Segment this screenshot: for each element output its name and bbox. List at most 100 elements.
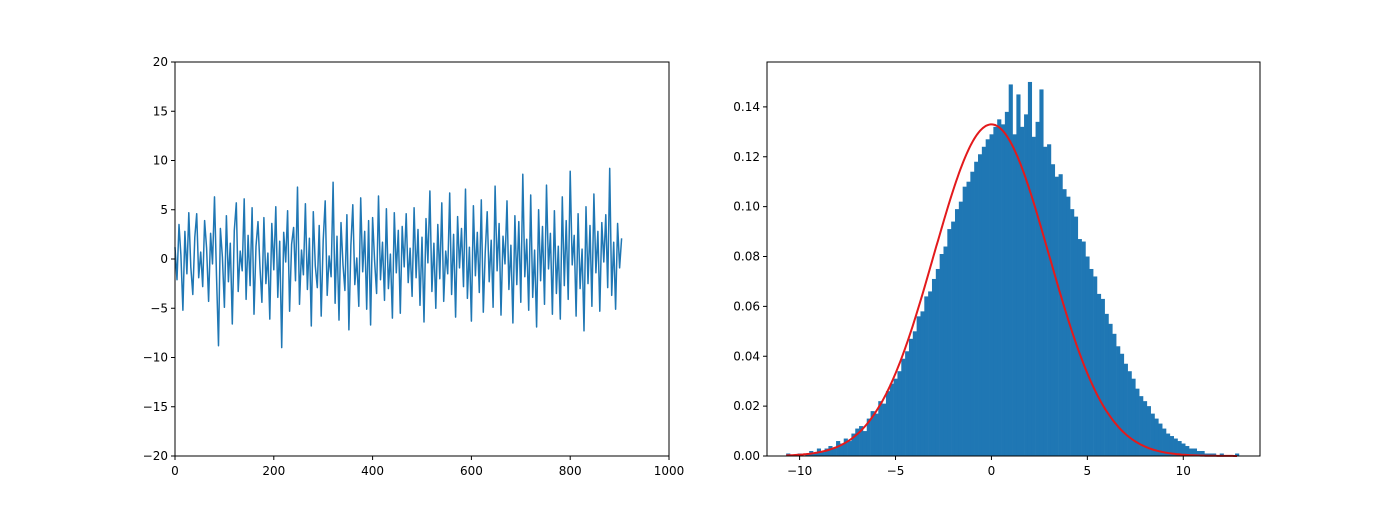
histogram-bar [836,441,841,456]
histogram-y-tick-label: 0.04 [733,349,760,363]
histogram-bar [989,134,994,456]
histogram-bar [951,221,956,456]
histogram-bar [997,119,1002,456]
histogram-chart: −10 −5 0 5 10 0.000.020.040.060.080.100.120.… [733,61,1261,478]
histogram-bar [939,254,944,456]
histogram-bar [912,331,917,456]
histogram-bar [866,418,871,456]
histogram-bar [1047,144,1052,457]
histogram-bar [1181,443,1186,456]
histogram-bar [1016,94,1021,457]
histogram-bar [1024,114,1029,457]
histogram-bar [1235,453,1240,456]
time-series-x-tick-label: 400 [361,464,384,478]
histogram-bar [908,338,914,456]
time-series-plot-area [174,167,623,349]
histogram-bar [1073,216,1079,456]
histogram-bar [1066,196,1071,456]
time-series-y-tick-label: 15 [153,104,168,118]
time-series-x-tick-label: 600 [460,464,483,478]
time-series-x-tick-label: 800 [559,464,582,478]
histogram-bar [1177,441,1182,456]
histogram-bar [1081,241,1086,456]
histogram-y-tick-label: 0.14 [733,100,760,114]
time-series-y-tick-label: −5 [150,301,168,315]
histogram-bar [978,154,983,456]
histogram-bar [1027,81,1033,456]
histogram-bar [943,246,948,456]
histogram-bar [882,403,887,456]
histogram-bar [1050,164,1056,457]
histogram-bar [824,448,829,456]
histogram-bar [1131,378,1136,456]
histogram-bar [820,451,825,456]
histogram-bar [870,411,875,456]
histogram-bar [1035,121,1040,456]
histogram-bar [966,181,971,456]
histogram-bar [947,229,952,456]
histogram-bar [1142,401,1148,456]
histogram-bar [1196,451,1201,456]
time-series-y-tick-label: −20 [143,449,168,463]
histogram-x-tick-label: 10 [1176,464,1191,478]
histogram-bar [1020,126,1025,456]
histogram-bar [905,351,910,456]
time-series-x-axis: 0 200 400 600 800 1000 [171,456,684,478]
histogram-bar [1108,323,1113,456]
histogram-bar [1093,276,1098,456]
histogram-bar [1031,136,1036,456]
histogram-y-tick-label: 0.08 [733,250,760,264]
normal-fit-curve [786,123,1237,457]
histogram-bar [1146,406,1151,456]
histogram-bar [1123,363,1128,456]
histogram-bar [832,448,837,456]
histogram-bar [889,383,894,456]
histogram-bar [1162,428,1167,456]
histogram-bar [1008,84,1013,456]
histogram-bar [1112,333,1117,456]
histogram-bar [958,201,963,456]
histogram-bar [962,186,967,456]
histogram-bar [1119,353,1125,456]
histogram-bar [893,378,898,456]
histogram-x-tick-label: −10 [787,464,812,478]
histogram-bar [1116,346,1121,456]
histogram-bar [954,209,960,456]
histogram-bar [1085,256,1090,456]
histogram-y-tick-label: 0.12 [733,150,760,164]
histogram-bar [920,311,925,456]
histogram-x-tick-label: 0 [988,464,996,478]
histogram-bar [897,371,902,456]
histogram-x-tick-label: −5 [887,464,905,478]
histogram-bar [1192,448,1197,456]
histogram-bar [1154,418,1159,456]
time-series-y-tick-label: 20 [153,55,168,69]
time-series-chart: 0 200 400 600 800 1000 −20 −15 −10 −5 0 5 10 15 20 [143,55,685,478]
histogram-bar [813,453,818,456]
time-series-x-tick-label: 0 [171,464,179,478]
histogram-bar [874,413,879,456]
time-series-x-tick-label: 200 [262,464,285,478]
histogram-bar [1089,268,1094,456]
histogram-bar [847,441,852,456]
histogram-bar [828,446,833,456]
histogram-bar [1212,453,1217,456]
histogram-bar [1001,124,1006,456]
histogram-bar [1077,239,1082,456]
histogram-bar [993,126,998,456]
histogram-bar [1219,453,1224,456]
histogram-bar [1150,413,1155,456]
histogram-bar [885,391,891,456]
histogram-bar [1127,371,1132,456]
histogram-bar [1185,446,1190,456]
histogram-bar [1189,448,1194,456]
histogram-bar [935,268,940,456]
histogram-bar [1173,438,1178,456]
time-series-y-tick-label: −15 [143,400,168,414]
histogram-y-tick-label: 0.10 [733,200,760,214]
histogram-bar [970,171,975,456]
histogram-bar [1200,451,1205,456]
histogram-y-tick-label: 0.00 [733,449,760,463]
time-series-y-tick-label: −10 [143,351,168,365]
histogram-bar [1139,396,1144,456]
